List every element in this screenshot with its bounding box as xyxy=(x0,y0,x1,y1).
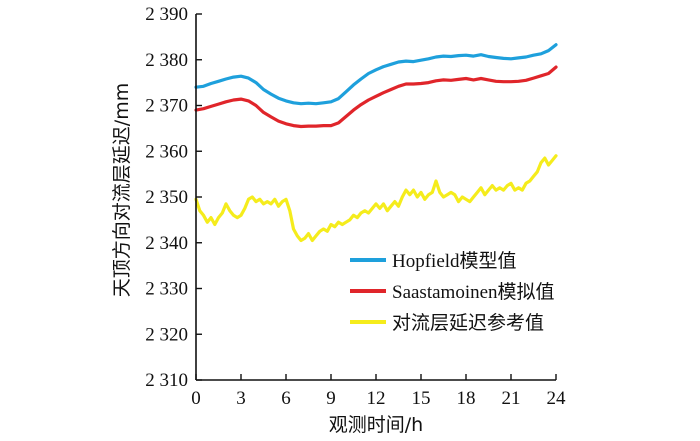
y-tick-label: 2 340 xyxy=(145,233,188,254)
x-tick-label: 12 xyxy=(367,388,386,409)
legend-label-2: 对流层延迟参考值 xyxy=(392,312,544,334)
x-tick-label: 3 xyxy=(236,388,246,409)
series-line-2 xyxy=(194,154,558,243)
x-axis-title: 观测时间/h xyxy=(329,414,423,436)
y-tick-label: 2 390 xyxy=(145,4,188,25)
y-tick-label: 2 320 xyxy=(145,324,188,345)
x-tick-label: 21 xyxy=(502,388,521,409)
x-tick-label: 9 xyxy=(326,388,336,409)
y-tick-label: 2 310 xyxy=(145,370,188,391)
ticks-layer: 2 310 2 320 2 330 2 340 2 350 2 360 2 370 2 380… xyxy=(145,4,566,409)
x-tick-label: 6 xyxy=(281,388,291,409)
series-line-1 xyxy=(194,65,558,129)
y-tick-label: 2 350 xyxy=(145,187,188,208)
y-tick-label: 2 380 xyxy=(145,50,188,71)
y-tick-label: 2 360 xyxy=(145,141,188,162)
series-layer xyxy=(194,43,558,243)
y-tick-label: 2 370 xyxy=(145,96,188,117)
y-axis-title: 天顶方向对流层延迟/mm xyxy=(111,83,133,297)
x-tick-label: 0 xyxy=(191,388,201,409)
y-tick-label: 2 330 xyxy=(145,279,188,300)
series-line-0 xyxy=(194,43,558,106)
x-tick-label: 24 xyxy=(547,388,567,409)
legend-label-1: Saastamoinen模拟值 xyxy=(392,281,555,303)
x-tick-label: 15 xyxy=(412,388,431,409)
x-tick-label: 18 xyxy=(457,388,476,409)
legend-label-0: Hopfield模型值 xyxy=(392,250,517,272)
